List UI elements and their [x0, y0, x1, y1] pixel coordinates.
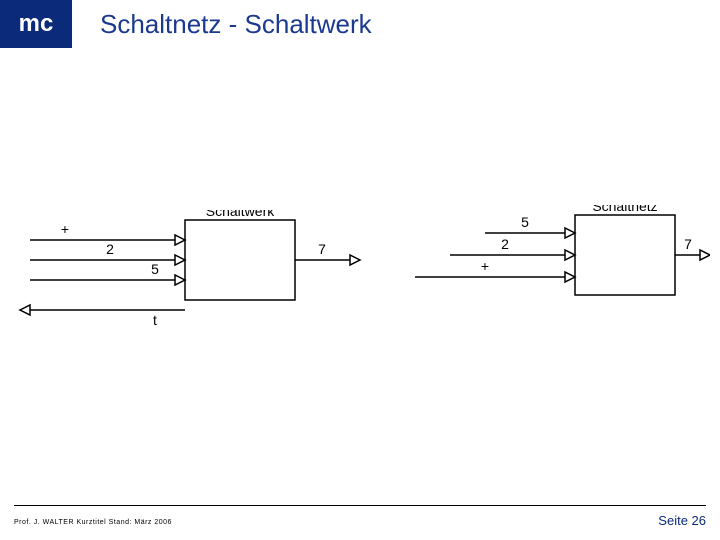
svg-text:t: t: [153, 312, 157, 328]
footer-page-number: Seite 26: [658, 513, 706, 528]
svg-text:Schaltwerk: Schaltwerk: [206, 210, 275, 219]
svg-text:5: 5: [521, 214, 529, 230]
footer-divider: [14, 505, 706, 506]
svg-text:5: 5: [151, 261, 159, 277]
svg-text:2: 2: [106, 241, 114, 257]
schaltnetz-diagram: Schaltnetz 52 +7: [400, 205, 710, 305]
footer-left-text: Prof. J. WALTER Kurztitel Stand: März 20…: [14, 519, 172, 526]
svg-text:+: +: [61, 221, 69, 237]
svg-text:+: +: [481, 258, 489, 274]
svg-text:7: 7: [684, 236, 692, 252]
mc-badge-label: mc: [19, 10, 54, 38]
slide-title: Schaltnetz - Schaltwerk: [100, 0, 372, 48]
svg-text:7: 7: [318, 241, 326, 257]
mc-badge: mc: [0, 0, 72, 48]
svg-text:Schaltnetz: Schaltnetz: [592, 205, 657, 214]
svg-text:2: 2: [501, 236, 509, 252]
schaltwerk-diagram: Schaltwerk +2 5 7 t: [10, 210, 370, 330]
slide-header: mc Schaltnetz - Schaltwerk: [0, 0, 372, 48]
